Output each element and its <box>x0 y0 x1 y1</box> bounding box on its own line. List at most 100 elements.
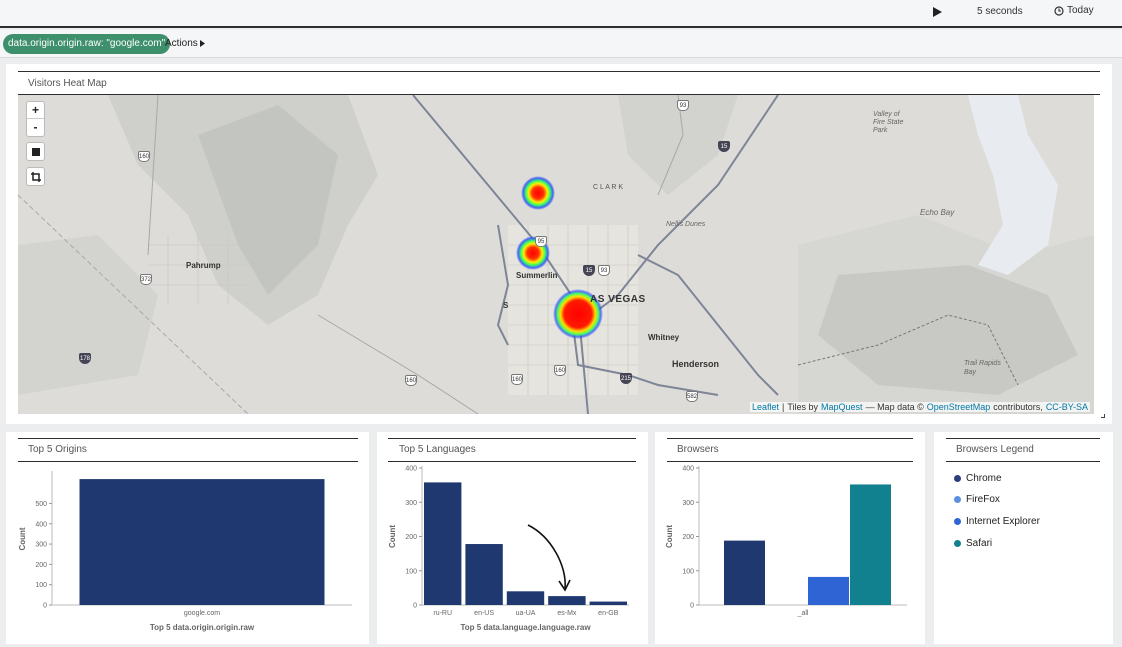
languages-bar-chart: 0 100 200 300 400 Count Top 5 data.language.la… <box>388 466 629 632</box>
bar <box>548 596 586 605</box>
heat-map[interactable]: AS VEGAS Summerlin Pahrump Whitney Hende… <box>18 95 1094 414</box>
attribution-separator: | <box>782 402 785 412</box>
route-shield: 93 <box>677 100 689 111</box>
x-tick-label: google.com <box>184 610 220 617</box>
panel-divider <box>18 438 358 439</box>
time-picker[interactable]: Today <box>1054 5 1094 16</box>
y-tick-label: 300 <box>405 500 417 507</box>
top-languages-panel: Top 5 Languages 0 100 200 300 400 Count Top 5 … <box>377 432 648 644</box>
x-axis-title: Top 5 data.language.language.raw <box>460 623 591 632</box>
y-tick-label: 100 <box>682 568 694 575</box>
panel-divider <box>667 461 913 462</box>
route-shield: 178 <box>79 353 91 364</box>
legend-item-firefox[interactable]: FireFox <box>954 494 1000 505</box>
time-range-label: Today <box>1067 5 1094 16</box>
x-tick-label: _all <box>797 610 809 617</box>
crop-button[interactable] <box>26 167 45 186</box>
legend-swatch <box>954 475 961 482</box>
y-tick-label: 0 <box>43 603 47 610</box>
attribution-map-data: — Map data © <box>865 402 924 412</box>
route-shield: 160 <box>138 151 150 162</box>
x-tick-label: ru-RU <box>433 610 452 617</box>
panel-divider <box>946 461 1100 462</box>
panel-title: Top 5 Languages <box>399 444 476 455</box>
y-tick-label: 200 <box>405 534 417 541</box>
route-shield: 95 <box>535 236 547 247</box>
x-tick-label: en-GB <box>598 610 619 617</box>
browsers-legend-panel: Browsers Legend Chrome FireFox Internet … <box>934 432 1113 644</box>
visitors-heat-map-panel: Visitors Heat Map <box>6 64 1112 424</box>
x-tick-label: es-Mx <box>557 610 577 617</box>
route-shield: 160 <box>511 374 523 385</box>
map-label-s: S <box>503 301 509 310</box>
draw-rectangle-button[interactable] <box>26 142 45 161</box>
license-link[interactable]: CC-BY-SA <box>1045 402 1088 412</box>
legend-label: Safari <box>966 538 993 549</box>
map-label-henderson: Henderson <box>672 359 720 369</box>
actions-menu[interactable]: Actions <box>165 38 205 49</box>
bar <box>79 479 325 605</box>
y-tick-label: 300 <box>35 542 47 549</box>
map-label-summerlin: Summerlin <box>516 271 558 280</box>
mapquest-link[interactable]: MapQuest <box>821 402 863 412</box>
map-label-nellis-dunes: Nellis Dunes <box>666 221 706 228</box>
annotation-arrow <box>527 524 566 589</box>
caret-right-icon <box>199 40 205 47</box>
route-shield: 93 <box>598 265 610 276</box>
route-shield: 160 <box>554 365 566 376</box>
filter-pill[interactable]: data.origin.origin.raw: "google.com" <box>3 34 171 54</box>
leaflet-link[interactable]: Leaflet <box>751 402 779 412</box>
panel-divider <box>388 438 636 439</box>
map-label-echo-bay: Echo Bay <box>920 208 955 217</box>
zoom-out-button[interactable]: - <box>33 120 38 134</box>
zoom-in-button[interactable]: + <box>27 102 44 119</box>
top-origins-panel: Top 5 Origins 0 100 200 300 400 500 Count Top 5… <box>6 432 369 644</box>
top-nav-bar: 5 seconds Today <box>0 0 1122 28</box>
bar <box>424 482 462 605</box>
x-tick-label: en-US <box>474 610 494 617</box>
x-tick-label: ua-UA <box>516 610 536 617</box>
y-axis-title: Count <box>665 525 674 548</box>
y-axis-title: Count <box>388 525 397 548</box>
map-label-pahrump: Pahrump <box>186 261 221 270</box>
panel-divider <box>667 438 913 439</box>
y-tick-label: 500 <box>35 501 47 508</box>
annotation-arrowhead <box>558 579 571 592</box>
y-tick-label: 0 <box>690 603 694 610</box>
panel-resize-handle[interactable] <box>1101 414 1105 418</box>
y-tick-label: 0 <box>413 603 417 610</box>
map-label-las-vegas: AS VEGAS <box>590 294 646 305</box>
legend-item-safari[interactable]: Safari <box>954 538 992 549</box>
actions-label: Actions <box>165 38 198 49</box>
attribution-contributors: contributors, <box>993 402 1043 412</box>
legend-label: Internet Explorer <box>966 516 1040 527</box>
map-label-whitney: Whitney <box>648 333 680 342</box>
y-tick-label: 200 <box>35 562 47 569</box>
map-tiles <box>18 95 1094 414</box>
y-tick-label: 400 <box>682 466 694 473</box>
legend-swatch <box>954 540 961 547</box>
panel-divider <box>946 438 1100 439</box>
panel-divider <box>18 94 1100 95</box>
play-icon[interactable] <box>930 5 944 19</box>
legend-item-chrome[interactable]: Chrome <box>954 473 1002 484</box>
legend-label: FireFox <box>966 494 1000 505</box>
refresh-interval[interactable]: 5 seconds <box>977 6 1023 17</box>
openstreetmap-link[interactable]: OpenStreetMap <box>926 402 991 412</box>
clock-icon <box>1054 5 1064 16</box>
browsers-bar-chart: 0 100 200 300 400 Count _all <box>665 466 907 617</box>
panel-divider <box>18 71 1100 72</box>
bar <box>465 544 503 605</box>
route-shield: 582 <box>686 391 698 402</box>
y-tick-label: 300 <box>682 500 694 507</box>
y-axis-title: Count <box>18 527 27 550</box>
square-icon <box>31 147 40 156</box>
origins-bar-chart: 0 100 200 300 400 500 Count Top 5 data.origin.o… <box>18 471 352 632</box>
bar-safari <box>850 484 891 605</box>
bar-chrome <box>724 540 765 605</box>
legend-item-internet-explorer[interactable]: Internet Explorer <box>954 516 1040 527</box>
map-attribution: Leaflet | Tiles by MapQuest — Map data ©… <box>749 402 1090 412</box>
legend-swatch <box>954 518 961 525</box>
route-shield: 215 <box>620 373 632 384</box>
bar <box>589 601 627 605</box>
